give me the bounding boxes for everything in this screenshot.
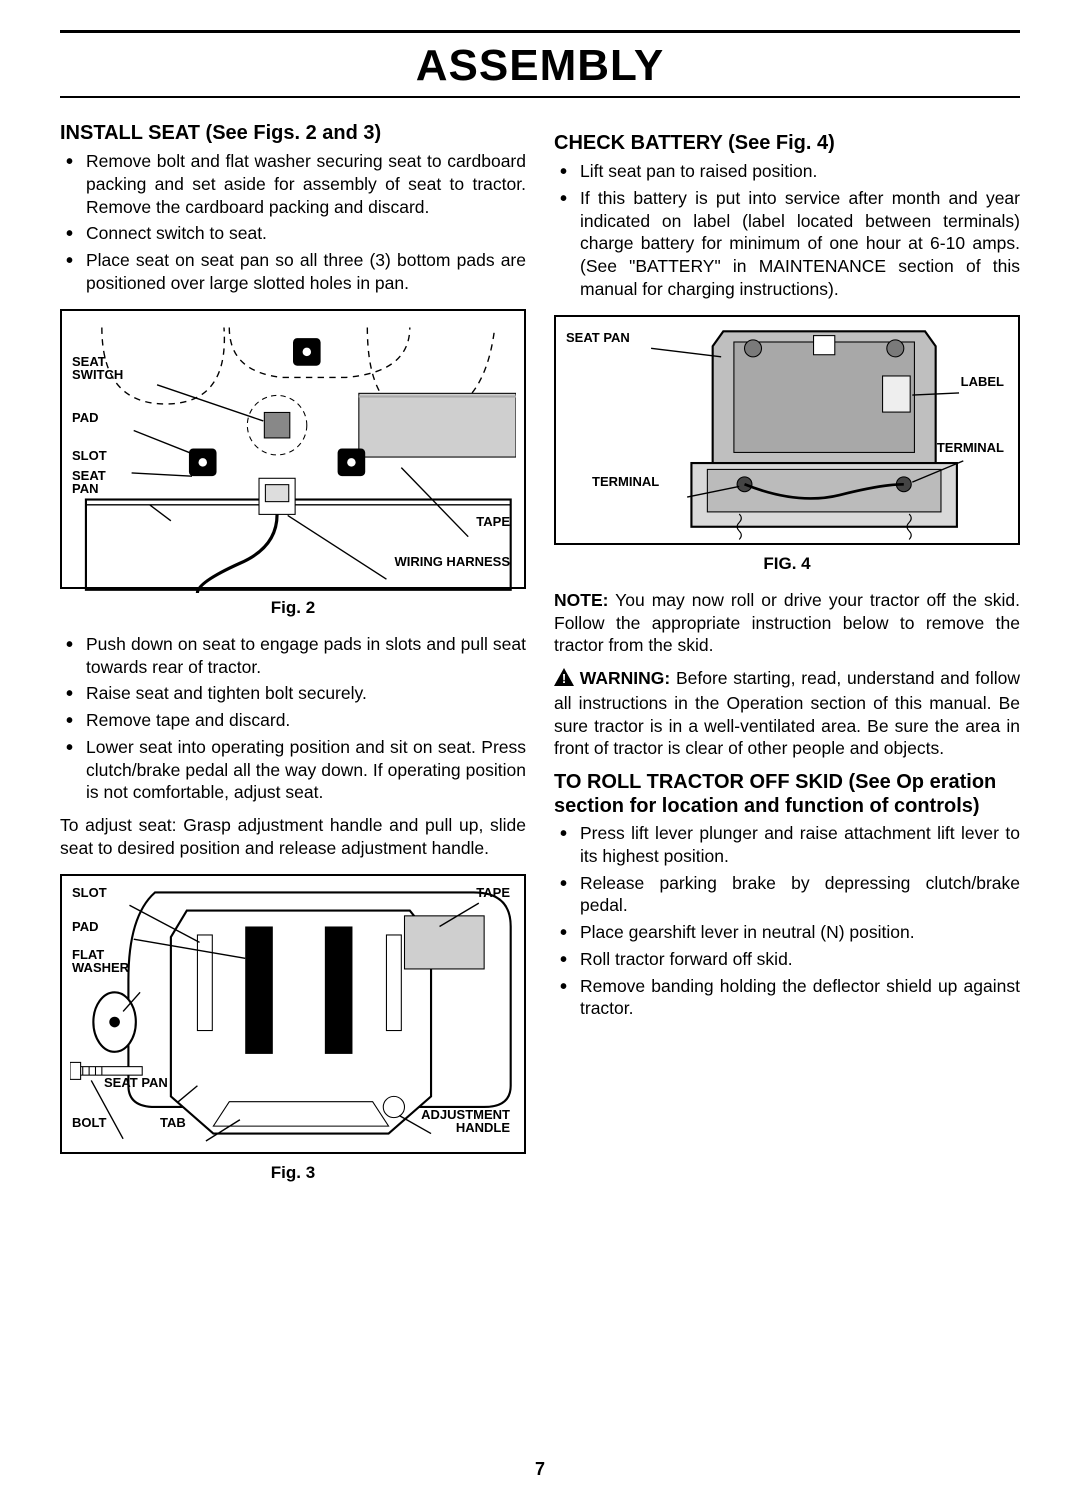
fig2-label-wiring-harness: WIRING HARNESS	[394, 555, 510, 569]
list-item: Roll tractor forward off skid.	[580, 948, 1020, 971]
roll-tractor-steps: Press lift lever plunger and raise attac…	[554, 822, 1020, 1020]
page-number: 7	[60, 1458, 1020, 1481]
figure-4-caption: FIG. 4	[554, 553, 1020, 575]
list-item: Remove banding holding the deflector shi…	[580, 975, 1020, 1021]
list-item: Push down on seat to engage pads in slot…	[86, 633, 526, 679]
check-battery-heading: CHECK BATTERY (See Fig. 4)	[554, 130, 1020, 156]
fig3-label-adjustment-handle: ADJUSTMENT HANDLE	[421, 1108, 510, 1135]
two-column-layout: INSTALL SEAT (See Figs. 2 and 3) Remove …	[60, 116, 1020, 1197]
figure-4-drawing	[564, 325, 1010, 548]
list-item: Lift seat pan to raised position.	[580, 160, 1020, 183]
install-seat-steps-1: Remove bolt and flat washer securing sea…	[60, 150, 526, 295]
install-seat-heading: INSTALL SEAT (See Figs. 2 and 3)	[60, 120, 526, 146]
figure-2-caption: Fig. 2	[60, 597, 526, 619]
fig4-label-terminal-r: TERMINAL	[937, 441, 1004, 455]
fig3-label-slot: SLOT	[72, 886, 107, 900]
note-text: You may now roll or drive your tractor o…	[554, 590, 1020, 656]
svg-text:!: !	[562, 671, 566, 686]
note-paragraph: NOTE: You may now roll or drive your tra…	[554, 589, 1020, 657]
warning-paragraph: ! WARNING: Before starting, read, unders…	[554, 667, 1020, 760]
fig3-label-tab: TAB	[160, 1116, 186, 1130]
fig3-label-seat-pan: SEAT PAN	[104, 1076, 168, 1090]
title-underline	[60, 96, 1020, 98]
fig3-label-pad: PAD	[72, 920, 98, 934]
list-item: Place gearshift lever in neutral (N) pos…	[580, 921, 1020, 944]
list-item: Raise seat and tighten bolt securely.	[86, 682, 526, 705]
fig2-label-slot: SLOT	[72, 449, 107, 463]
fig3-label-tape: TAPE	[476, 886, 510, 900]
list-item: Remove tape and discard.	[86, 709, 526, 732]
right-column: CHECK BATTERY (See Fig. 4) Lift seat pan…	[554, 116, 1020, 1197]
fig4-label-label: LABEL	[961, 375, 1004, 389]
roll-tractor-heading: TO ROLL TRACTOR OFF SKID (See Op eration…	[554, 770, 1020, 818]
top-rule	[60, 30, 1020, 33]
fig2-label-pad: PAD	[72, 411, 98, 425]
figure-3-caption: Fig. 3	[60, 1162, 526, 1184]
list-item: Place seat on seat pan so all three (3) …	[86, 249, 526, 295]
list-item: Connect switch to seat.	[86, 222, 526, 245]
page-title: ASSEMBLY	[60, 37, 1020, 94]
fig3-label-flat-washer: FLAT WASHER	[72, 948, 129, 975]
install-seat-steps-2: Push down on seat to engage pads in slot…	[60, 633, 526, 804]
fig2-label-seat-switch: SEAT SWITCH	[72, 355, 123, 382]
figure-2: SEAT SWITCH PAD SLOT SEAT PAN TAPE WIRIN…	[60, 309, 526, 589]
list-item: Press lift lever plunger and raise attac…	[580, 822, 1020, 868]
adjust-seat-paragraph: To adjust seat: Grasp adjustment handle …	[60, 814, 526, 860]
warning-icon: !	[554, 668, 574, 692]
fig4-label-seat-pan: SEAT PAN	[566, 331, 630, 345]
list-item: Release parking brake by depressing clut…	[580, 872, 1020, 918]
left-column: INSTALL SEAT (See Figs. 2 and 3) Remove …	[60, 116, 526, 1197]
list-item: Remove bolt and flat washer securing sea…	[86, 150, 526, 218]
figure-4: SEAT PAN LABEL TERMINAL TERMINAL	[554, 315, 1020, 545]
fig2-label-tape: TAPE	[476, 515, 510, 529]
fig4-label-terminal-l: TERMINAL	[592, 475, 659, 489]
figure-3: SLOT TAPE PAD FLAT WASHER SEAT PAN BOLT …	[60, 874, 526, 1154]
note-label: NOTE:	[554, 590, 608, 610]
list-item: If this battery is put into service afte…	[580, 187, 1020, 301]
fig2-label-seat-pan: SEAT PAN	[72, 469, 106, 496]
list-item: Lower seat into operating position and s…	[86, 736, 526, 804]
fig3-label-bolt: BOLT	[72, 1116, 106, 1130]
warning-label: WARNING:	[580, 668, 670, 688]
check-battery-steps: Lift seat pan to raised position. If thi…	[554, 160, 1020, 301]
